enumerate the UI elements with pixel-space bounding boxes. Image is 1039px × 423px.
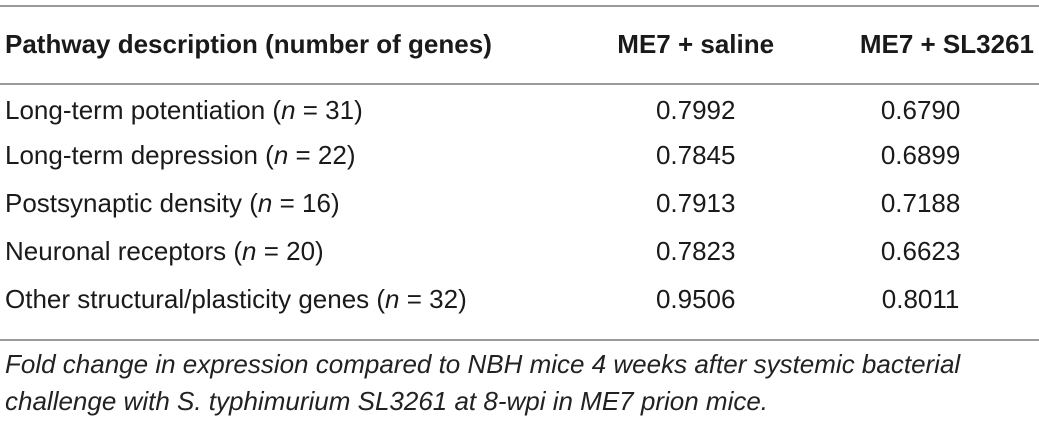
- gene-count: = 20: [256, 235, 316, 266]
- table-row: Postsynaptic density (n = 16) 0.7913 0.7…: [0, 179, 1039, 227]
- n-variable: n: [257, 187, 273, 218]
- gene-count: = 16: [272, 187, 331, 218]
- pathway-name: Other structural/plasticity genes: [5, 283, 370, 314]
- gene-count: = 32: [399, 283, 459, 314]
- sl3261-value: 0.8011: [881, 283, 960, 314]
- saline-value: 0.9506: [655, 283, 736, 314]
- pathway-table: Pathway description (number of genes) ME…: [0, 5, 1039, 323]
- pathway-name: Long-term potentiation: [5, 94, 266, 125]
- bottom-rule: [0, 339, 1039, 341]
- saline-value: 0.7823: [655, 235, 736, 266]
- header-pathway-description: Pathway description (number of genes): [5, 28, 492, 59]
- n-variable: n: [281, 94, 296, 125]
- n-variable: n: [385, 283, 400, 314]
- table-row: Other structural/plasticity genes (n = 3…: [0, 275, 1039, 323]
- sl3261-value: 0.6623: [880, 235, 961, 266]
- header-me7-saline: ME7 + saline: [617, 28, 775, 59]
- header-row: Pathway description (number of genes) ME…: [0, 5, 1039, 83]
- table-row: Long-term potentiation (n = 31) 0.7992 0…: [0, 83, 1039, 131]
- top-rule: [0, 5, 1039, 7]
- header-me7-sl3261: ME7 + SL3261: [859, 28, 1034, 59]
- pathway-cell: Other structural/plasticity genes (n = 3…: [5, 283, 467, 314]
- pathway-name: Long-term depression: [5, 139, 258, 170]
- sl3261-value: 0.6899: [880, 139, 961, 170]
- saline-value: 0.7845: [655, 139, 736, 170]
- gene-count: = 31: [295, 94, 355, 125]
- sl3261-value: 0.7188: [880, 187, 961, 218]
- gene-count: = 22: [288, 139, 347, 170]
- pathway-cell: Long-term depression (n = 22): [5, 139, 356, 170]
- n-variable: n: [242, 235, 257, 266]
- table-caption: Fold change in expression compared to NB…: [5, 349, 961, 416]
- pathway-cell: Long-term potentiation (n = 31): [5, 94, 363, 125]
- pathway-name: Postsynaptic density: [5, 187, 243, 218]
- table-row: Long-term depression (n = 22) 0.7845 0.6…: [0, 131, 1039, 179]
- saline-value: 0.7992: [655, 94, 736, 125]
- sl3261-value: 0.6790: [880, 94, 961, 125]
- table-row: Neuronal receptors (n = 20) 0.7823 0.662…: [0, 227, 1039, 275]
- header-rule: [0, 83, 1039, 85]
- n-variable: n: [273, 139, 289, 170]
- pathway-cell: Neuronal receptors (n = 20): [5, 235, 324, 266]
- saline-value: 0.7913: [655, 187, 736, 218]
- pathway-cell: Postsynaptic density (n = 16): [5, 187, 340, 218]
- pathway-name: Neuronal receptors: [5, 235, 227, 266]
